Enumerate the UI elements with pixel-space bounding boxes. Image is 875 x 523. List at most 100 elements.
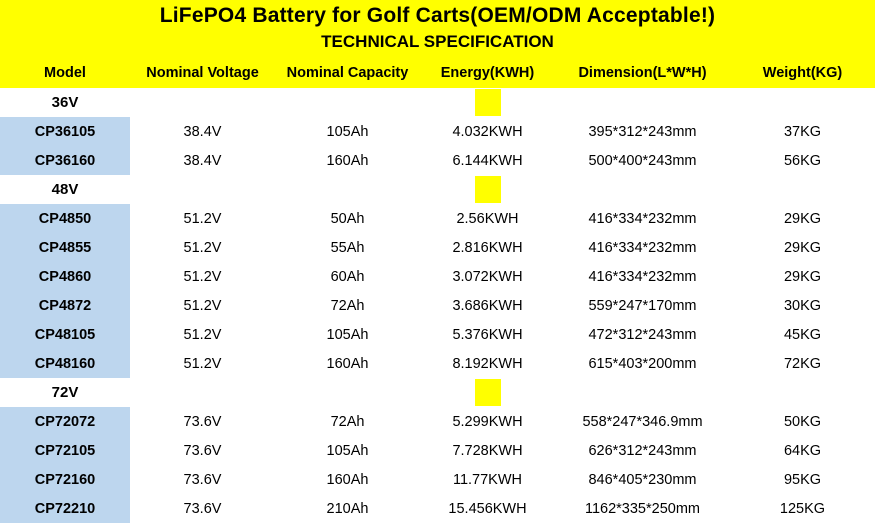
value-cell: 51.2V: [183, 326, 222, 343]
value-cell: [420, 378, 555, 407]
value-cell: 105Ah: [326, 123, 369, 140]
yellow-cell-marker: [474, 379, 501, 406]
table-row: CP36160 38.4V 160Ah 6.144KWH 500*400*243mm 56…: [0, 146, 875, 175]
column-header-voltage: Nominal Voltage: [146, 65, 259, 81]
column-header-capacity: Nominal Capacity: [286, 65, 409, 81]
table-row: CP36105 38.4V 105Ah 4.032KWH 395*312*243mm 37…: [0, 117, 875, 146]
table-row: CP4872 51.2V 72Ah 3.686KWH 559*247*170mm 30KG: [0, 291, 875, 320]
value-cell: 95KG: [783, 471, 822, 488]
table-row: CP48160 51.2V 160Ah 8.192KWH 615*403*200mm 72…: [0, 349, 875, 378]
value-cell: 3.686KWH: [452, 297, 523, 314]
value-cell: 105Ah: [326, 326, 369, 343]
value-cell: 50KG: [783, 413, 822, 430]
table-row: CP48105 51.2V 105Ah 5.376KWH 472*312*243mm 45…: [0, 320, 875, 349]
section-row: 72V: [0, 378, 875, 407]
value-cell: 558*247*346.9mm: [582, 413, 703, 430]
value-cell: 395*312*243mm: [588, 123, 697, 140]
value-cell: 11.77KWH: [452, 471, 523, 488]
value-cell: [275, 88, 420, 117]
table-row: CP4855 51.2V 55Ah 2.816KWH 416*334*232mm 29KG: [0, 233, 875, 262]
value-cell: 51.2V: [183, 355, 222, 372]
value-cell: [275, 378, 420, 407]
yellow-cell-marker: [474, 89, 501, 116]
value-cell: 29KG: [783, 268, 822, 285]
page-subtitle: TECHNICAL SPECIFICATION: [0, 32, 875, 58]
value-cell: 5.376KWH: [452, 326, 523, 343]
section-row: 36V: [0, 88, 875, 117]
value-cell: 3.072KWH: [452, 268, 523, 285]
model-cell: CP4872: [0, 291, 130, 320]
value-cell: 160Ah: [326, 471, 369, 488]
value-cell: 160Ah: [326, 152, 369, 169]
value-cell: [730, 175, 875, 204]
model-cell: CP4860: [0, 262, 130, 291]
value-cell: 73.6V: [183, 413, 222, 430]
model-cell: CP48160: [0, 349, 130, 378]
value-cell: 472*312*243mm: [588, 326, 697, 343]
value-cell: 64KG: [783, 442, 822, 459]
page-title: LiFePO4 Battery for Golf Carts(OEM/ODM A…: [0, 0, 875, 32]
model-cell: 36V: [0, 88, 130, 117]
model-cell: CP72105: [0, 436, 130, 465]
value-cell: 45KG: [783, 326, 822, 343]
value-cell: 51.2V: [183, 210, 222, 227]
value-cell: 72KG: [783, 355, 822, 372]
model-cell: 72V: [0, 378, 130, 407]
column-header-dimension: Dimension(L*W*H): [578, 65, 707, 81]
value-cell: 416*334*232mm: [588, 268, 697, 285]
value-cell: 72Ah: [330, 297, 365, 314]
value-cell: [130, 175, 275, 204]
value-cell: 626*312*243mm: [588, 442, 697, 459]
value-cell: 559*247*170mm: [588, 297, 697, 314]
value-cell: 416*334*232mm: [588, 239, 697, 256]
value-cell: 105Ah: [326, 442, 369, 459]
value-cell: [275, 175, 420, 204]
table-row: CP72160 73.6V 160Ah 11.77KWH 846*405*230mm 95…: [0, 465, 875, 494]
value-cell: [730, 378, 875, 407]
value-cell: 500*400*243mm: [588, 152, 697, 169]
table-row: CP72210 73.6V 210Ah 15.456KWH 1162*335*250mm…: [0, 494, 875, 523]
table-row: CP72072 73.6V 72Ah 5.299KWH 558*247*346.9mm 5…: [0, 407, 875, 436]
value-cell: [730, 88, 875, 117]
value-cell: [555, 175, 730, 204]
value-cell: 51.2V: [183, 297, 222, 314]
value-cell: [420, 175, 555, 204]
model-cell: CP72072: [0, 407, 130, 436]
value-cell: 29KG: [783, 239, 822, 256]
model-cell: CP4855: [0, 233, 130, 262]
value-cell: 7.728KWH: [452, 442, 523, 459]
table-row: CP4860 51.2V 60Ah 3.072KWH 416*334*232mm 29KG: [0, 262, 875, 291]
value-cell: [555, 88, 730, 117]
value-cell: 125KG: [779, 500, 826, 517]
value-cell: 160Ah: [326, 355, 369, 372]
table-row: CP4850 51.2V 50Ah 2.56KWH 416*334*232mm 29KG: [0, 204, 875, 233]
value-cell: 73.6V: [183, 500, 222, 517]
value-cell: 51.2V: [183, 239, 222, 256]
value-cell: 416*334*232mm: [588, 210, 697, 227]
value-cell: 210Ah: [326, 500, 369, 517]
value-cell: 1162*335*250mm: [584, 500, 700, 517]
column-header-energy: Energy(KWH): [440, 65, 535, 81]
yellow-cell-marker: [474, 176, 501, 203]
value-cell: 846*405*230mm: [588, 471, 697, 488]
value-cell: 50Ah: [330, 210, 365, 227]
model-cell: CP48105: [0, 320, 130, 349]
model-cell: 48V: [0, 175, 130, 204]
value-cell: 6.144KWH: [452, 152, 523, 169]
table-row: CP72105 73.6V 105Ah 7.728KWH 626*312*243mm 64…: [0, 436, 875, 465]
value-cell: [130, 378, 275, 407]
table-header-row: Model Nominal Voltage Nominal Capacity E…: [0, 58, 875, 88]
model-cell: CP36105: [0, 117, 130, 146]
value-cell: 615*403*200mm: [588, 355, 697, 372]
value-cell: 5.299KWH: [452, 413, 523, 430]
value-cell: [420, 88, 555, 117]
model-cell: CP4850: [0, 204, 130, 233]
value-cell: [555, 378, 730, 407]
column-header-weight: Weight(KG): [762, 65, 843, 81]
value-cell: 73.6V: [183, 442, 222, 459]
value-cell: 29KG: [783, 210, 822, 227]
model-cell: CP72210: [0, 494, 130, 523]
value-cell: 30KG: [783, 297, 822, 314]
value-cell: 2.56KWH: [456, 210, 519, 227]
